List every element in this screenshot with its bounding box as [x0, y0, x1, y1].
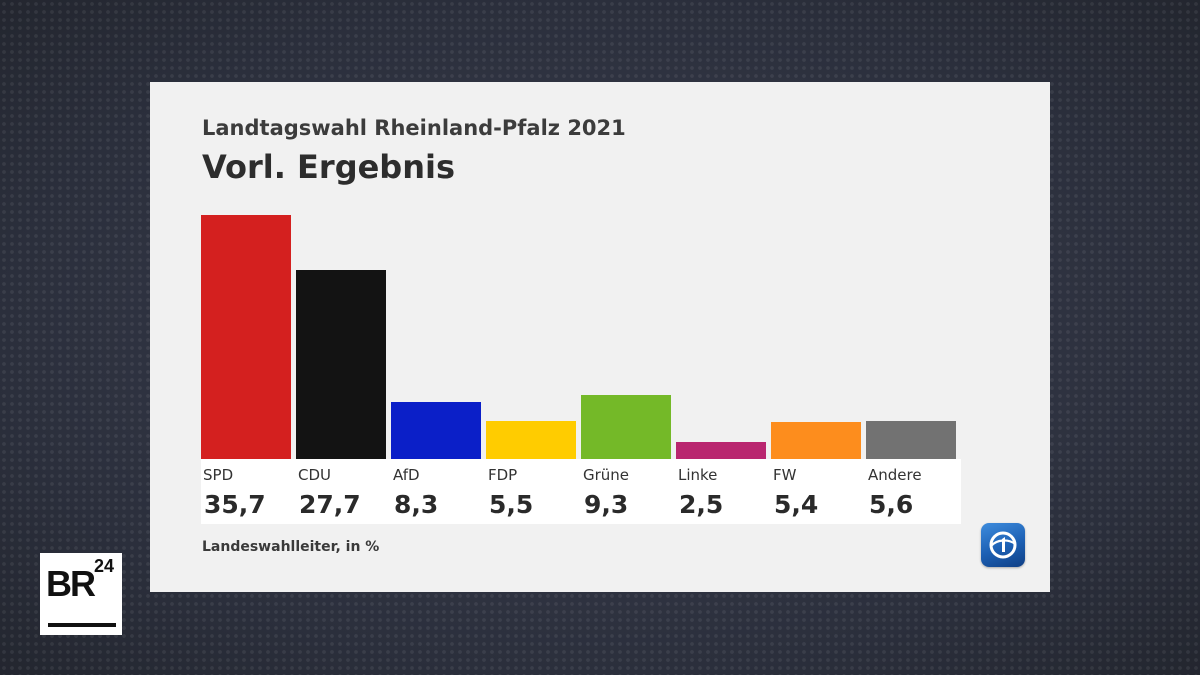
category-label: AfD — [393, 466, 420, 484]
value-label: 5,4 — [774, 490, 819, 519]
ard-das-erste-icon — [981, 523, 1025, 567]
category-label: SPD — [203, 466, 234, 484]
bar-spd — [201, 215, 291, 459]
br24-logo-text: BR — [46, 563, 96, 604]
bar-fw — [771, 422, 861, 459]
category-label: Grüne — [583, 466, 630, 484]
bar-chart: SPD 35,7 CDU 27,7 AfD 8,3 FDP 5,5 Grüne 9,3 Linke 2… — [201, 202, 961, 524]
bar-fdp — [486, 421, 576, 459]
label-strip — [201, 459, 961, 524]
bar-andere — [866, 421, 956, 459]
category-label: Linke — [678, 466, 718, 484]
category-label: FDP — [488, 466, 518, 484]
value-label: 2,5 — [679, 490, 724, 519]
results-card: Landtagswahl Rheinland-Pfalz 2021 Vorl. … — [150, 82, 1050, 592]
br24-logo: BR 24 — [40, 553, 122, 635]
category-label: CDU — [298, 466, 332, 484]
value-label: 35,7 — [204, 490, 266, 519]
value-label: 9,3 — [584, 490, 629, 519]
chart-supertitle: Landtagswahl Rheinland-Pfalz 2021 — [202, 116, 626, 140]
chart-title: Vorl. Ergebnis — [202, 148, 455, 186]
bar-linke — [676, 442, 766, 459]
bar-cdu — [296, 270, 386, 459]
br24-logo-number: 24 — [94, 556, 115, 576]
category-label: Andere — [868, 466, 922, 484]
ard-logo-graphic — [989, 531, 1017, 559]
bars-area — [201, 215, 956, 459]
bar-afd — [391, 402, 481, 459]
value-label: 8,3 — [394, 490, 439, 519]
bar-grüne — [581, 395, 671, 459]
category-label: FW — [773, 466, 797, 484]
value-label: 5,6 — [869, 490, 914, 519]
value-label: 5,5 — [489, 490, 534, 519]
br24-logo-underline — [48, 623, 116, 627]
source-note: Landeswahlleiter, in % — [202, 539, 380, 555]
value-label: 27,7 — [299, 490, 361, 519]
